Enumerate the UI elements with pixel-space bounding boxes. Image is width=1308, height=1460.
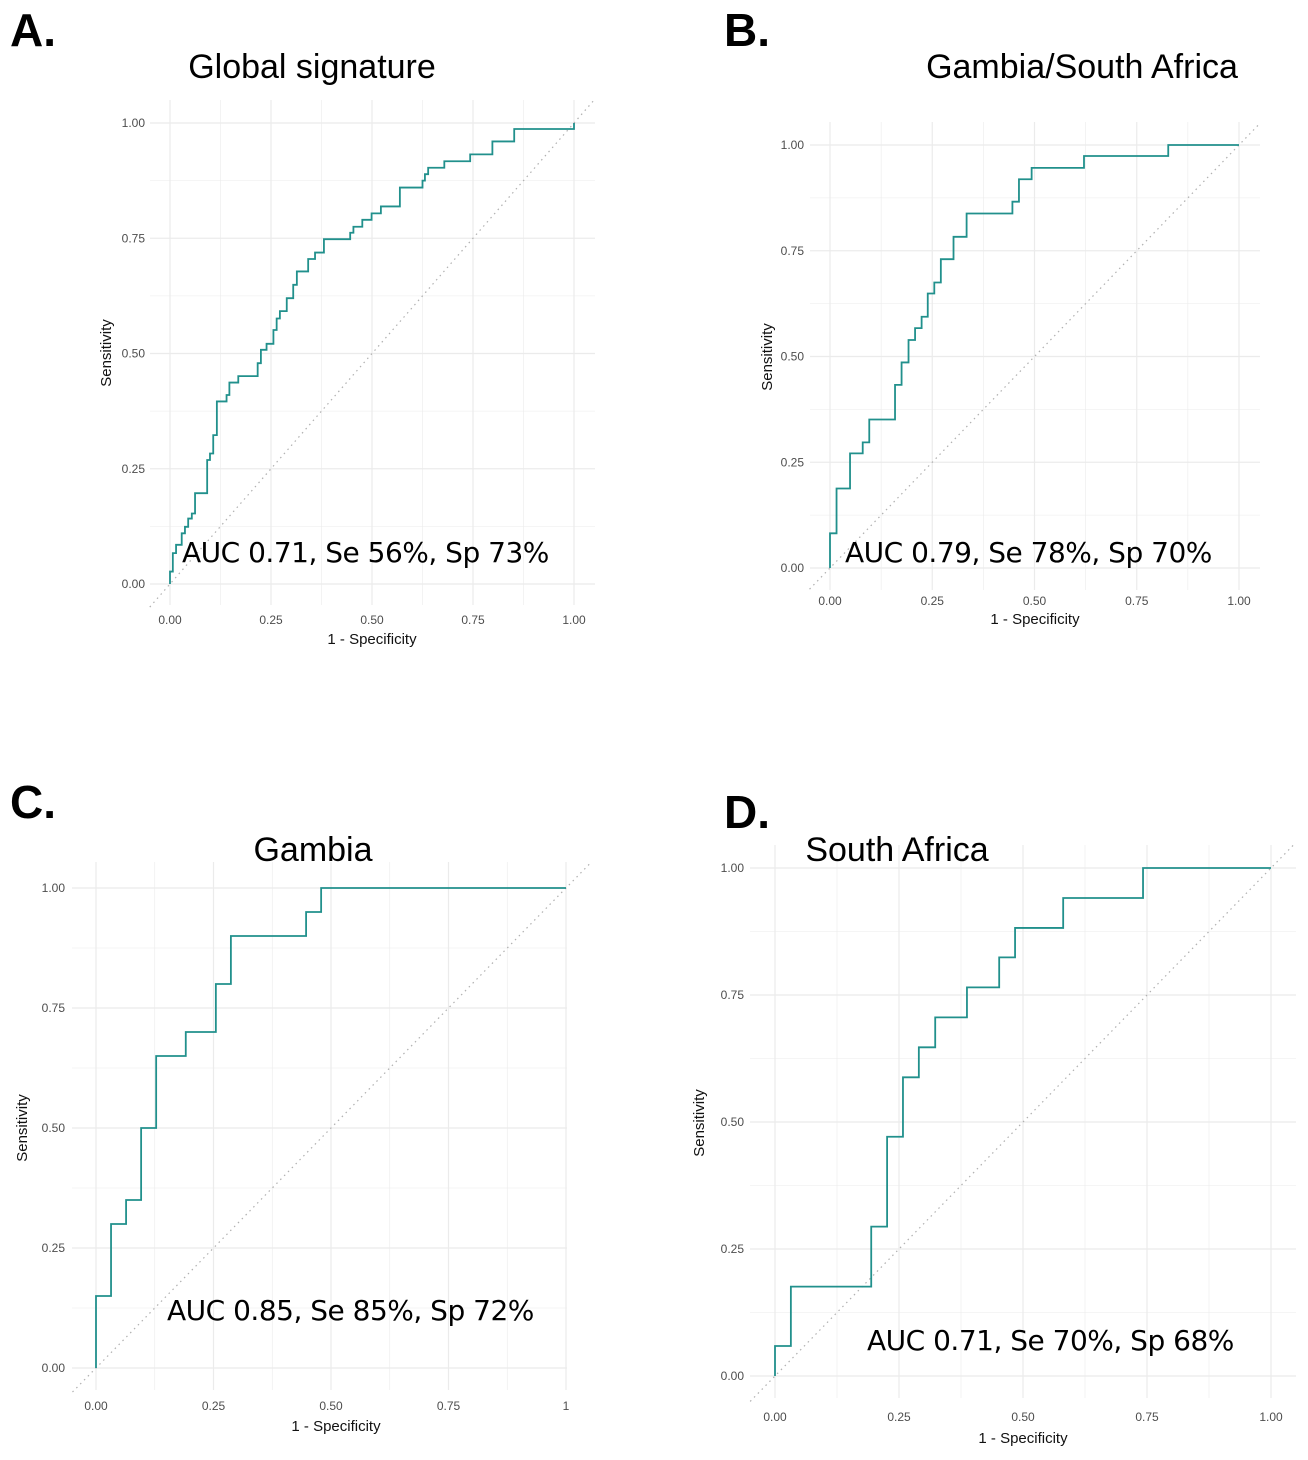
panel-letter: B.: [724, 4, 770, 56]
x-axis-label: 1 - Specificity: [291, 1418, 381, 1435]
auc-annotation: AUC 0.85, Se 85%, Sp 72%: [167, 1294, 534, 1327]
y-tick-label: 0.50: [781, 350, 805, 364]
y-tick-label: 1.00: [721, 861, 745, 875]
x-tick-label: 0.00: [84, 1399, 108, 1413]
y-tick-label: 0.50: [721, 1115, 745, 1129]
y-tick-label: 0.75: [781, 244, 805, 258]
chance-diagonal: [72, 863, 590, 1393]
x-tick-label: 1.00: [562, 613, 586, 627]
auc-annotation: AUC 0.71, Se 56%, Sp 73%: [182, 536, 549, 569]
roc-curve: [169, 123, 575, 584]
panel-title: Gambia: [253, 831, 372, 869]
y-tick-label: 0.75: [42, 1001, 66, 1015]
x-tick-label: 1.00: [1259, 1410, 1283, 1424]
x-tick-label: 0.75: [437, 1399, 461, 1413]
roc-panel-d: 0.00 0.25 0.50 0.75 1.00 0.00 0.25 0.50 0.75 1.00…: [691, 786, 1297, 1447]
panel-title: South Africa: [805, 831, 988, 869]
roc-curve: [774, 867, 1271, 1376]
chance-diagonal: [149, 99, 595, 608]
roc-panel-b: 0.00 0.25 0.50 0.75 1.00 0.00 0.25 0.50 0.75 1.00…: [724, 4, 1260, 628]
x-tick-label: 0.25: [887, 1410, 911, 1424]
auc-annotation: AUC 0.79, Se 78%, Sp 70%: [845, 536, 1212, 569]
y-tick-label: 0.25: [781, 455, 805, 469]
x-tick-label: 0.00: [158, 613, 182, 627]
x-tick-label: 0.25: [921, 594, 945, 608]
panel-letter: A.: [10, 4, 56, 56]
x-tick-label: 0.25: [259, 613, 283, 627]
y-axis-label: Sensitivity: [14, 1094, 31, 1162]
chance-diagonal: [809, 123, 1260, 590]
y-axis-label: Sensitivity: [98, 319, 115, 387]
auc-annotation: AUC 0.71, Se 70%, Sp 68%: [867, 1324, 1234, 1357]
x-tick-label: 1: [563, 1399, 570, 1413]
y-tick-label: 0.75: [122, 231, 146, 245]
x-tick-label: 0.75: [1125, 594, 1149, 608]
x-axis-label: 1 - Specificity: [978, 1430, 1068, 1447]
y-tick-label: 0.00: [42, 1361, 66, 1375]
roc-panel-a: 0.00 0.25 0.50 0.75 1.00 0.00 0.25 0.50 0.75 1.00…: [10, 4, 595, 648]
x-tick-label: 0.50: [1023, 594, 1047, 608]
y-tick-label: 0.75: [721, 988, 745, 1002]
x-tick-label: 0.75: [461, 613, 485, 627]
y-tick-label: 0.00: [781, 561, 805, 575]
y-tick-label: 0.00: [721, 1369, 745, 1383]
roc-curve: [829, 144, 1239, 568]
x-tick-label: 0.00: [818, 594, 842, 608]
roc-panel-c: 0.00 0.25 0.50 0.75 1.00 0.00 0.25 0.50 0.75 1 1 -…: [10, 776, 590, 1435]
y-axis-label: Sensitivity: [691, 1089, 708, 1157]
y-axis-label: Sensitivity: [759, 323, 776, 391]
y-tick-label: 0.50: [122, 347, 146, 361]
y-tick-label: 0.50: [42, 1121, 66, 1135]
y-tick-label: 1.00: [781, 138, 805, 152]
x-tick-label: 0.00: [763, 1410, 787, 1424]
y-tick-label: 0.00: [122, 577, 146, 591]
x-axis-label: 1 - Specificity: [990, 611, 1080, 628]
y-tick-label: 0.25: [42, 1241, 66, 1255]
y-tick-label: 1.00: [122, 116, 146, 130]
x-tick-label: 0.50: [1011, 1410, 1035, 1424]
x-tick-label: 0.50: [360, 613, 384, 627]
x-tick-label: 0.75: [1135, 1410, 1159, 1424]
panel-letter: C.: [10, 776, 56, 828]
x-tick-label: 1.00: [1227, 594, 1251, 608]
y-tick-label: 0.25: [122, 462, 146, 476]
y-tick-label: 0.25: [721, 1242, 745, 1256]
y-tick-label: 1.00: [42, 881, 66, 895]
roc-curve: [95, 887, 566, 1368]
x-tick-label: 0.25: [202, 1399, 226, 1413]
panel-title: Gambia/South Africa: [926, 48, 1238, 86]
panel-title: Global signature: [188, 48, 436, 86]
x-tick-label: 0.50: [319, 1399, 343, 1413]
x-axis-label: 1 - Specificity: [327, 631, 417, 648]
panel-letter: D.: [724, 786, 770, 838]
